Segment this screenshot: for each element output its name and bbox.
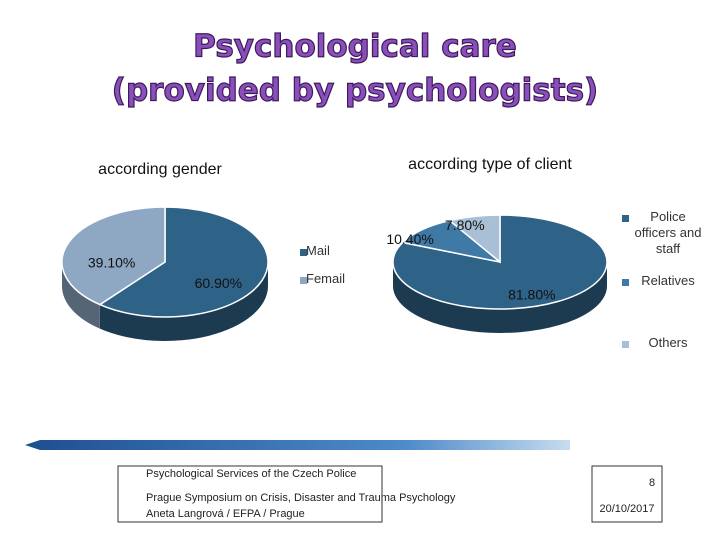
slide-title: Psychological care [193,29,517,65]
pie-slice [61,206,166,306]
footer-text: Psychological Services of the Czech Poli… [146,468,356,480]
legend-swatch [300,277,307,284]
legend-label: Others [648,335,688,350]
data-label: 81.80% [508,286,555,302]
pie-slice [447,214,501,264]
pie-slice [401,219,501,263]
legend-label: Mail [306,243,330,258]
legend-swatch [622,215,629,222]
footer-text: Prague Symposium on Crisis, Disaster and… [146,492,456,504]
legend-swatch [622,279,629,286]
slice-side [61,262,100,329]
slice-side [99,262,268,341]
footer-text: Aneta Langrová / EFPA / Prague [146,508,305,520]
legend-text: Femail [306,271,346,286]
data-label: 7.80% [445,217,485,233]
decor-bar [25,440,570,450]
legend-text: Mail [306,243,330,258]
page-number: 8 [649,477,655,489]
legend-text: Police officers and staff [634,209,702,256]
legend-label: Police officers and staff [634,209,702,256]
legend-text: Others [648,335,688,350]
legend-swatch [622,341,629,348]
slide-title: (provided by psychologists) [112,73,598,109]
legend-label: Femail [306,271,346,286]
legend-text: Relatives [641,273,695,288]
chart-title: according type of client [408,156,572,173]
chart-title: according gender [98,161,222,178]
legend-label: Relatives [641,273,695,288]
footer-date: 20/10/2017 [599,503,654,515]
data-label: 60.90% [195,275,242,291]
data-label: 10.40% [386,231,433,247]
footer-box [591,465,663,523]
legend-swatch [300,249,307,256]
slice-side [393,262,607,333]
footer-box [117,465,383,523]
data-label: 39.10% [88,255,135,271]
pie-slice [98,206,269,318]
